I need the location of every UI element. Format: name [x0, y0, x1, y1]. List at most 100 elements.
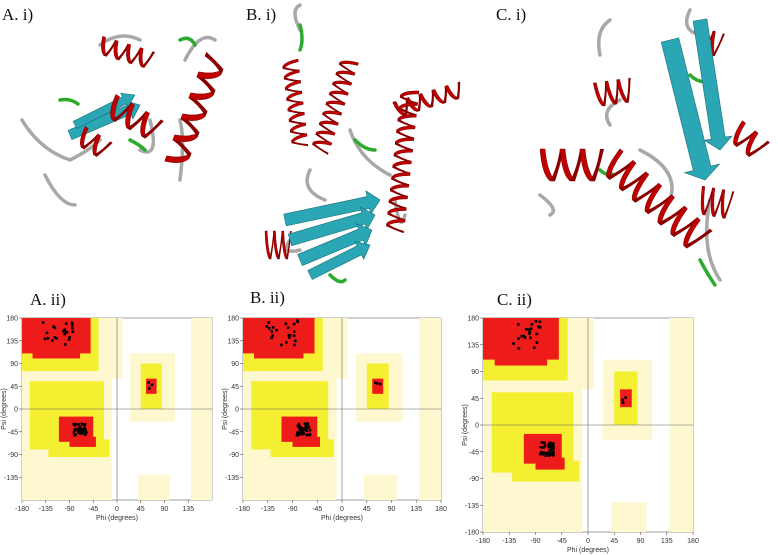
loop [284, 238, 302, 253]
x-tick-label: 45 [137, 506, 145, 513]
y-tick-label: -45 [8, 429, 18, 436]
region [138, 474, 170, 500]
residue-point [540, 441, 544, 444]
residue-point [286, 326, 290, 330]
residue-point [528, 332, 531, 335]
residue-point [53, 336, 57, 339]
residue-point [548, 452, 552, 456]
residue-point [63, 328, 67, 332]
region [372, 378, 384, 394]
residue-point [537, 325, 540, 329]
residue-point [83, 422, 87, 426]
region [611, 502, 647, 532]
helix-back [141, 119, 164, 139]
residue-point [529, 336, 532, 340]
residue-point [68, 336, 71, 339]
residue-point [268, 327, 271, 330]
residue-point [288, 333, 292, 337]
helix-back [632, 183, 662, 203]
residue-point [542, 446, 545, 449]
residue-point [549, 441, 552, 445]
y-tick-label: -45 [469, 449, 479, 456]
helix [282, 58, 309, 147]
residue-point [378, 382, 382, 386]
y-tick-label: 180 [227, 316, 239, 323]
strand [692, 18, 733, 151]
helix-back [128, 47, 143, 64]
residue-point [547, 445, 551, 449]
turn [128, 138, 147, 152]
residue-point [299, 431, 303, 434]
helix-front [284, 80, 302, 91]
residue-point [548, 448, 552, 452]
residue-point [298, 428, 302, 432]
y-tick-label: 45 [10, 384, 18, 391]
residue-point [50, 339, 54, 342]
y-tick-label: -135 [4, 475, 18, 482]
helix-back [625, 77, 631, 103]
helix-back [111, 102, 134, 122]
helix [80, 126, 113, 158]
x-tick-label: 0 [115, 506, 119, 513]
residue-point [532, 346, 536, 349]
helix-front [283, 69, 300, 81]
helix-back [172, 135, 192, 159]
ramachandran-plot: -180 -135 -90 -45 0 45 90 135 180 180 135 90 45 0 -45 -… [462, 316, 699, 555]
residue-point [524, 327, 528, 331]
region [535, 457, 565, 470]
residue-point [83, 426, 86, 429]
y-axis-label: Psi (degrees) [462, 404, 469, 446]
helix-front [389, 184, 410, 192]
turn [328, 273, 347, 284]
residue-point [81, 431, 84, 434]
residue-point [374, 381, 377, 385]
residue-point [297, 422, 301, 426]
helix-back [722, 191, 735, 219]
residue-point [72, 423, 76, 426]
y-tick-label: 90 [471, 369, 479, 376]
helix [164, 51, 224, 163]
residue-point [62, 329, 65, 333]
y-tick-label: -135 [465, 503, 479, 510]
residue-point [270, 336, 273, 340]
residue-point [535, 341, 539, 344]
helix-front [604, 80, 618, 105]
residue-point [73, 433, 76, 437]
turn [698, 258, 717, 287]
residue-point [549, 445, 553, 448]
helix-back [657, 205, 687, 226]
x-tick-label: 180 [687, 538, 699, 545]
residue-point [530, 323, 534, 326]
helix-front [80, 126, 89, 150]
helix [700, 185, 735, 219]
residue-point [67, 338, 71, 341]
helix-back [291, 140, 309, 147]
residue-point [375, 382, 379, 385]
helix [386, 90, 420, 234]
y-tick-label: 45 [471, 396, 479, 403]
residue-point [292, 334, 296, 338]
residue-point [76, 427, 80, 431]
residue-point [284, 341, 288, 344]
loop [597, 18, 612, 57]
residue-point [63, 343, 67, 346]
helix-front [321, 110, 343, 116]
helix-front [281, 230, 289, 260]
residue-point [52, 325, 55, 329]
residue-point [305, 426, 309, 430]
helix-front [311, 140, 333, 146]
x-tick-label: -90 [287, 506, 297, 513]
helix-front [631, 171, 650, 204]
helix-back [386, 223, 404, 234]
residue-point [63, 332, 67, 336]
residue-point [73, 428, 77, 431]
residue-point [301, 432, 304, 436]
helix-front [282, 58, 299, 70]
panel-label: B. ii) [250, 288, 285, 307]
helix-back [550, 149, 564, 181]
turn [353, 138, 377, 152]
residue-point [307, 425, 311, 429]
x-tick-label: -180 [15, 506, 29, 513]
y-tick-label: 90 [231, 361, 239, 368]
residue-point [296, 319, 299, 322]
